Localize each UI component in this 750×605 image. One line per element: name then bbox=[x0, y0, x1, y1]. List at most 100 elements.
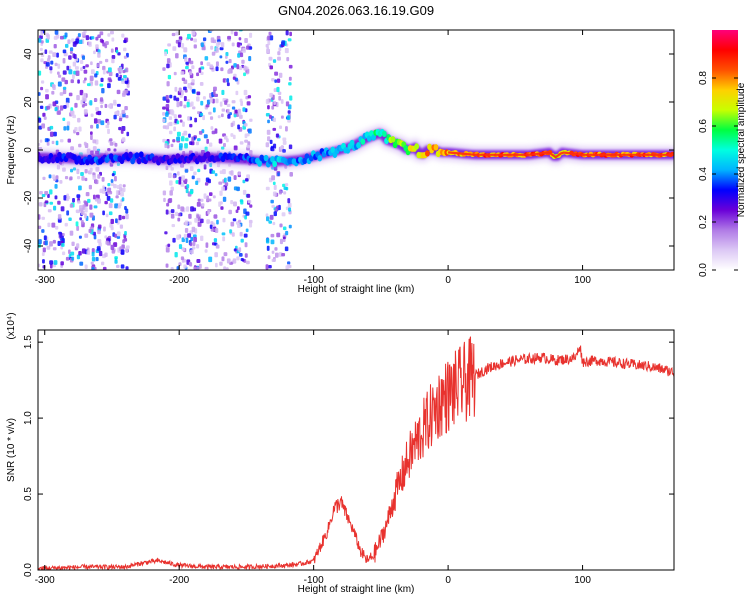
noise-speck bbox=[207, 210, 210, 215]
noise-speck bbox=[121, 137, 126, 142]
noise-speck bbox=[239, 98, 243, 103]
noise-speck bbox=[244, 37, 248, 44]
snr-series-layer bbox=[38, 336, 674, 570]
noise-speck bbox=[203, 164, 207, 170]
noise-speck bbox=[38, 117, 42, 123]
noise-speck bbox=[210, 221, 214, 225]
snr-x-axis-label: Height of straight line (km) bbox=[298, 584, 415, 595]
noise-speck bbox=[265, 186, 270, 191]
noise-speck bbox=[274, 247, 278, 251]
noise-speck bbox=[204, 266, 209, 270]
noise-speck bbox=[200, 218, 204, 224]
noise-speck bbox=[119, 66, 123, 72]
noise-speck bbox=[63, 126, 67, 131]
noise-speck bbox=[230, 30, 234, 35]
noise-speck bbox=[39, 105, 44, 109]
noise-speck bbox=[178, 87, 182, 93]
snr-panel: -300 -200 -100 0 100 0.0 0.5 1.0 1.5 Height of s… bbox=[6, 312, 675, 595]
noise-speck bbox=[210, 228, 215, 232]
noise-speck bbox=[57, 74, 62, 78]
noise-speck bbox=[271, 250, 275, 254]
noise-speck bbox=[196, 214, 200, 219]
noise-speck bbox=[91, 256, 96, 262]
noise-speck bbox=[280, 115, 284, 119]
noise-speck bbox=[110, 244, 115, 250]
noise-speck bbox=[59, 105, 64, 111]
noise-speck bbox=[208, 111, 212, 115]
noise-speck bbox=[244, 253, 248, 258]
noise-speck bbox=[106, 195, 111, 201]
noise-speck bbox=[211, 170, 216, 174]
noise-speck bbox=[49, 66, 53, 71]
noise-speck bbox=[178, 244, 183, 250]
noise-speck bbox=[235, 209, 239, 213]
snr-x-tick-label: -300 bbox=[35, 575, 55, 586]
noise-speck bbox=[40, 58, 44, 63]
noise-speck bbox=[120, 249, 125, 255]
noise-speck bbox=[187, 116, 191, 121]
noise-speck bbox=[183, 47, 188, 53]
noise-speck bbox=[266, 245, 270, 251]
noise-speck bbox=[75, 70, 80, 76]
noise-speck bbox=[71, 38, 75, 43]
noise-speck bbox=[191, 65, 195, 70]
noise-speck bbox=[118, 214, 122, 221]
noise-speck bbox=[69, 51, 73, 55]
noise-speck bbox=[206, 219, 210, 224]
noise-speck bbox=[196, 201, 201, 207]
noise-speck bbox=[189, 141, 193, 146]
noise-speck bbox=[268, 56, 273, 61]
noise-speck bbox=[190, 249, 194, 254]
noise-speck bbox=[106, 121, 110, 126]
noise-speck bbox=[62, 58, 66, 64]
noise-speck bbox=[108, 67, 112, 73]
noise-speck bbox=[177, 114, 182, 118]
noise-speck bbox=[89, 81, 93, 85]
noise-speck bbox=[116, 235, 121, 239]
noise-speck bbox=[125, 213, 129, 220]
noise-speck bbox=[107, 104, 112, 108]
noise-speck bbox=[83, 200, 87, 204]
noise-speck bbox=[97, 119, 102, 124]
noise-speck bbox=[188, 213, 192, 219]
signal-blob bbox=[433, 144, 439, 151]
signal-blob bbox=[381, 130, 387, 138]
noise-speck bbox=[66, 197, 69, 202]
noise-speck bbox=[121, 197, 125, 202]
noise-speck bbox=[165, 99, 170, 103]
noise-speck bbox=[176, 171, 180, 176]
noise-speck bbox=[273, 211, 277, 217]
noise-speck bbox=[183, 264, 187, 269]
noise-speck bbox=[190, 236, 194, 242]
noise-speck bbox=[42, 247, 46, 253]
noise-speck bbox=[169, 190, 173, 196]
noise-speck bbox=[188, 261, 192, 267]
noise-speck bbox=[78, 39, 83, 45]
noise-speck bbox=[285, 265, 289, 270]
noise-speck bbox=[125, 114, 129, 119]
noise-speck bbox=[52, 174, 56, 180]
noise-speck bbox=[229, 229, 232, 234]
noise-speck bbox=[120, 129, 124, 134]
noise-speck bbox=[245, 260, 250, 265]
noise-speck bbox=[121, 33, 125, 38]
noise-speck bbox=[53, 131, 57, 137]
noise-speck bbox=[177, 204, 181, 210]
noise-speck bbox=[41, 123, 46, 129]
noise-speck bbox=[212, 195, 216, 199]
noise-speck bbox=[99, 83, 104, 87]
noise-speck bbox=[272, 221, 276, 226]
noise-speck bbox=[171, 224, 176, 228]
noise-speck bbox=[124, 89, 129, 94]
noise-speck bbox=[90, 113, 94, 118]
noise-speck bbox=[109, 30, 114, 35]
noise-speck bbox=[269, 214, 274, 220]
noise-speck bbox=[213, 238, 218, 243]
noise-speck bbox=[242, 107, 246, 112]
noise-speck bbox=[244, 242, 248, 248]
noise-speck bbox=[107, 128, 110, 135]
noise-speck bbox=[114, 142, 118, 147]
noise-speck bbox=[38, 92, 41, 96]
noise-speck bbox=[268, 31, 272, 36]
noise-speck bbox=[107, 33, 111, 37]
